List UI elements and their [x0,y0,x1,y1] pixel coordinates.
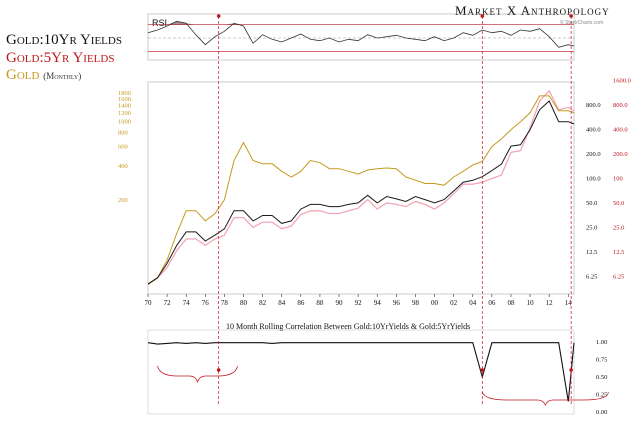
x-tick-label-9: 88 [316,299,324,307]
left-tick-label-6: 600 [118,143,128,150]
main-frame [147,81,575,295]
x-tick-label-17: 04 [469,299,477,307]
corr-frame [147,329,575,415]
corr-line [147,342,575,402]
watermark: © StockCharts.com [560,20,604,26]
right-tick-red-1: 800.0 [613,102,628,109]
rsi-label: RSI [152,18,168,28]
x-tick-label-3: 76 [202,299,210,307]
right-tick-red-8: 6.25 [613,273,624,280]
x-tick-label-16: 02 [450,299,458,307]
x-tick-label-15: 00 [431,299,439,307]
right-tick-red-0: 1600.0 [613,78,631,85]
left-tick-label-1: 1600 [118,96,131,103]
right-tick-red-2: 400.0 [613,127,628,134]
right-tick-black-2: 200.0 [586,151,601,158]
main-series-1-line [147,100,575,285]
rsi-line [147,20,575,48]
x-tick-label-4: 78 [221,299,229,307]
brace-right [481,391,609,406]
right-tick-red-6: 25.0 [613,224,624,231]
left-tick-label-0: 1800 [118,90,131,97]
right-tick-red-4: 100 [613,175,623,182]
main-series-0-line [147,95,575,285]
left-tick-label-3: 1200 [118,110,131,117]
right-tick-black-4: 50.0 [586,200,597,207]
correlation-title: 10 Month Rolling Correlation Between Gol… [226,322,471,331]
marker-dot-top-1 [480,14,485,18]
right-tick-red-5: 50.0 [613,200,624,207]
right-tick-black-1: 400.0 [586,127,601,134]
right-tick-black-6: 12.5 [586,249,597,256]
legend-gold-5yr: Gold:5Yr Yields [6,50,115,66]
left-tick-label-8: 200 [118,197,128,204]
rsi-overbought-fill [148,21,574,25]
brand-glyph: X [506,3,518,18]
x-tick-label-8: 86 [297,299,305,307]
x-tick-label-11: 92 [355,299,363,307]
right-tick-black-0: 800.0 [586,102,601,109]
left-tick-label-7: 400 [118,163,128,170]
corr-tick-label-0: 1.00 [596,339,607,346]
x-tick-label-13: 96 [393,299,401,307]
legend-gold: Gold (Monthly) [6,67,82,83]
main-series-2-line [147,89,575,285]
right-tick-red-3: 200.0 [613,151,628,158]
x-tick-label-20: 10 [527,299,535,307]
x-tick-label-2: 74 [183,299,191,307]
left-tick-label-5: 800 [118,130,128,137]
marker-dot-corr-1 [480,368,485,372]
right-tick-red-7: 12.5 [613,249,624,256]
marker-dot-top-0 [216,14,221,18]
x-tick-label-18: 06 [488,299,496,307]
right-tick-black-3: 100.0 [586,175,601,182]
marker-dot-top-2 [569,14,573,18]
x-tick-label-12: 94 [374,299,382,307]
corr-tick-label-2: 0.50 [596,374,607,381]
x-tick-label-19: 08 [507,299,515,307]
corr-tick-label-1: 0.75 [596,357,607,364]
x-tick-label-6: 82 [259,299,267,307]
x-tick-label-22: 14 [565,299,573,307]
marker-dot-corr-2 [569,368,573,372]
x-tick-label-1: 72 [164,299,172,307]
right-tick-black-5: 25.0 [586,224,597,231]
x-tick-label-21: 12 [546,299,554,307]
legend-gold-10yr: Gold:10Yr Yields [6,32,122,48]
brace-left [157,365,238,384]
x-tick-label-14: 98 [412,299,420,307]
corr-tick-label-3: 0.25 [596,392,607,399]
left-tick-label-4: 1000 [118,119,131,126]
x-tick-label-10: 90 [336,299,344,307]
x-tick-label-0: 70 [145,299,153,307]
right-tick-black-7: 6.25 [586,273,597,280]
corr-tick-label-4: 0.00 [596,409,607,416]
x-tick-label-5: 80 [240,299,248,307]
rsi-frame [147,13,575,61]
left-tick-label-2: 1400 [118,102,131,109]
x-tick-label-7: 84 [278,299,286,307]
marker-dot-corr-0 [216,368,221,372]
